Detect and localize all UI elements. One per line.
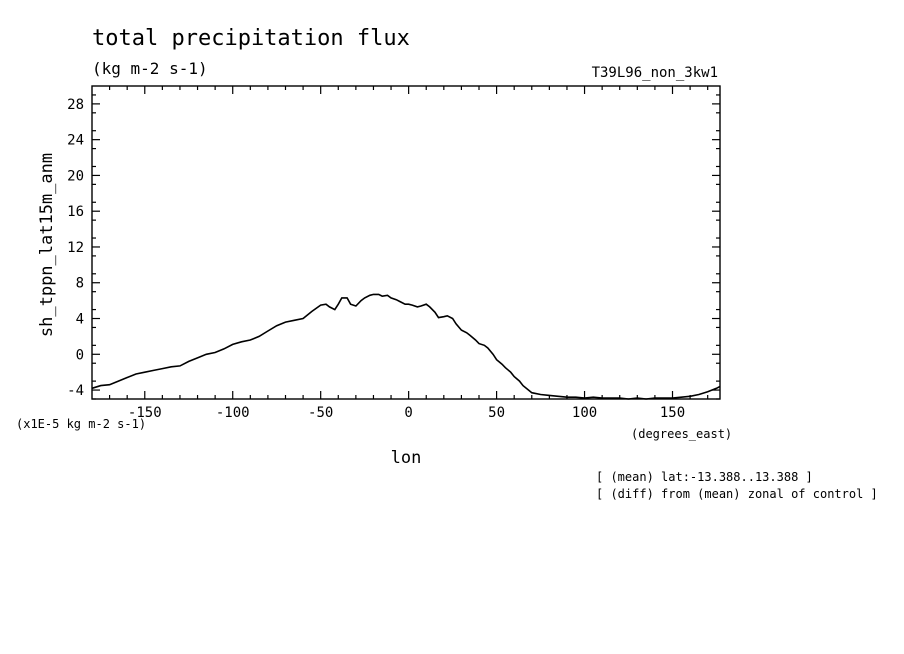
y-tick-label: -4 [67,383,84,399]
chart-title: total precipitation flux [92,26,410,51]
y-axis: -4 0 4 8 12 16 20 24 28 [67,94,720,400]
y-tick-label: 4 [76,312,84,328]
y-axis-label: sh_tppn_lat15m_anm [37,153,57,337]
note-lat-range: [ (mean) lat:-13.388..13.388 ] [596,470,813,484]
x-tick-label: -100 [216,405,250,421]
x-axis: -150 -100 -50 0 50 100 150 [108,86,709,421]
x-tick-label: 100 [572,405,597,421]
y-tick-label: 28 [67,97,84,113]
x-axis-label: lon [391,448,422,468]
y-tick-label: 0 [76,347,84,363]
series-line [91,293,721,400]
y-tick-label: 16 [67,204,84,220]
y-scale-note: (x1E-5 kg m-2 s-1) [16,417,146,431]
x-tick-label: 50 [488,405,505,421]
y-tick-label: 24 [67,133,84,149]
x-unit-label: (degrees_east) [631,427,732,441]
run-id: T39L96_non_3kw1 [592,65,718,81]
y-tick-label: 20 [67,168,84,184]
x-tick-label: -50 [308,405,333,421]
x-tick-label: 150 [660,405,685,421]
x-tick-label: 0 [404,405,412,421]
chart-units: (kg m-2 s-1) [92,59,208,78]
note-diff: [ (diff) from (mean) zonal of control ] [596,487,878,501]
x-tick-label: -150 [128,405,162,421]
y-tick-label: 8 [76,276,84,292]
plot-frame [91,85,721,400]
y-tick-label: 12 [67,240,84,256]
